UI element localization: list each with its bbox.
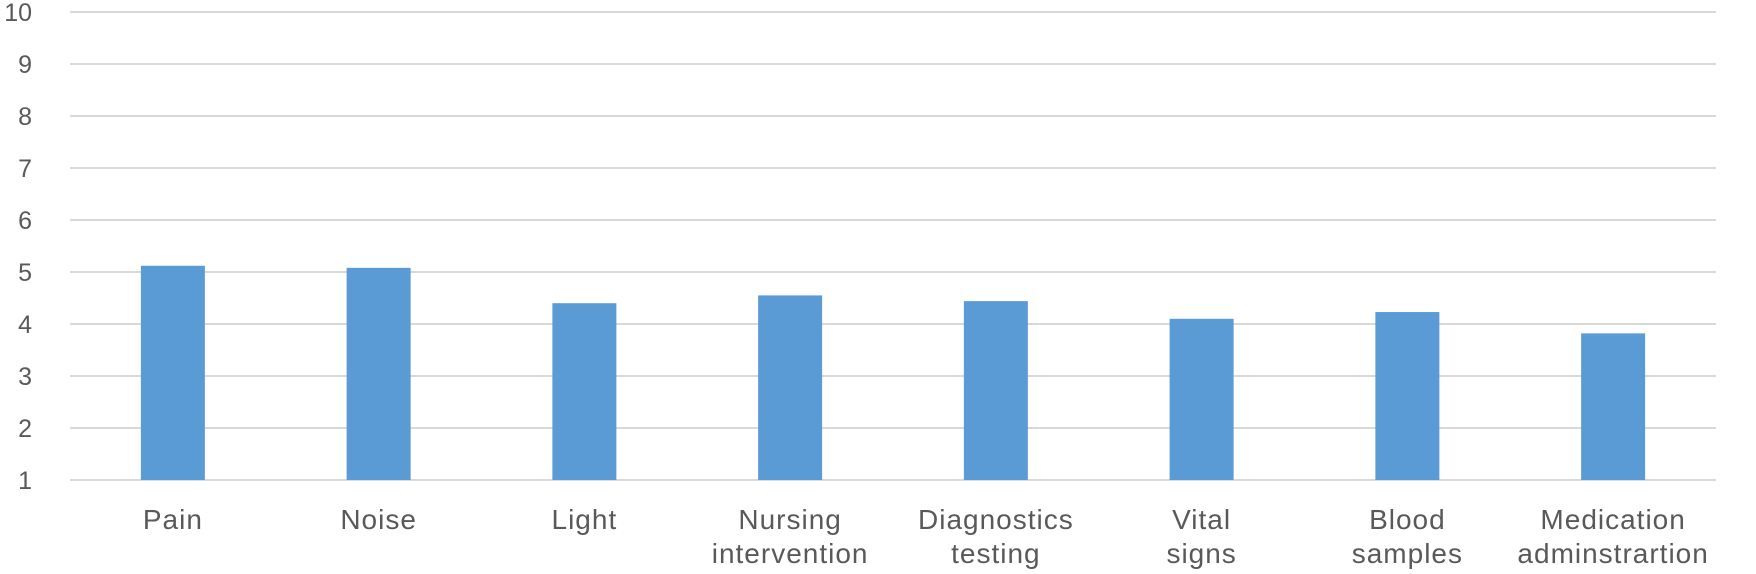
x-category-label-line: Blood bbox=[1369, 504, 1446, 535]
x-category-label-line: Light bbox=[552, 504, 618, 535]
y-tick-label: 8 bbox=[18, 103, 32, 131]
bar-6 bbox=[1375, 312, 1440, 480]
x-category-label-line: samples bbox=[1352, 538, 1463, 569]
x-axis-category-labels: Pain Noise Light Nursing intervention Diagnos… bbox=[143, 504, 1708, 569]
bar-1 bbox=[346, 267, 411, 480]
x-category-label-line: Vital bbox=[1172, 504, 1231, 535]
x-category-label: Blood samples bbox=[1352, 504, 1463, 569]
x-category-label-line: intervention bbox=[712, 538, 869, 569]
x-category-label-line: signs bbox=[1166, 538, 1236, 569]
x-category-label-line: Pain bbox=[143, 504, 203, 535]
x-category-label: Vital signs bbox=[1166, 504, 1236, 569]
x-category-label-line: Nursing bbox=[738, 504, 841, 535]
bar-2 bbox=[552, 303, 617, 480]
x-category-label: Medication adminstrartion bbox=[1517, 504, 1708, 569]
x-category-label: Noise bbox=[340, 504, 417, 535]
y-tick-label: 6 bbox=[18, 207, 32, 235]
x-category-label-line: testing bbox=[951, 538, 1041, 569]
y-tick-label: 4 bbox=[18, 311, 32, 339]
x-category-label-line: Medication bbox=[1540, 504, 1685, 535]
y-tick-label: 9 bbox=[18, 51, 32, 79]
x-category-label-line: Diagnostics bbox=[918, 504, 1074, 535]
gridlines bbox=[70, 11, 1716, 481]
bar-0 bbox=[140, 265, 205, 480]
y-axis-tick-labels: 1 2 3 4 5 6 7 8 9 10 bbox=[4, 0, 32, 495]
y-tick-label: 1 bbox=[18, 467, 32, 495]
y-tick-label: 10 bbox=[4, 0, 32, 27]
bar-3 bbox=[758, 295, 823, 480]
bar-4 bbox=[963, 301, 1028, 480]
x-category-label: Nursing intervention bbox=[712, 504, 869, 569]
bar-7 bbox=[1581, 333, 1646, 480]
y-tick-label: 7 bbox=[18, 155, 32, 183]
y-tick-label: 2 bbox=[18, 415, 32, 443]
x-category-label: Diagnostics testing bbox=[918, 504, 1074, 569]
y-tick-label: 3 bbox=[18, 363, 32, 391]
x-category-label-line: Noise bbox=[340, 504, 417, 535]
x-category-label-line: adminstrartion bbox=[1517, 538, 1708, 569]
x-category-label: Pain bbox=[143, 504, 203, 535]
x-category-label: Light bbox=[552, 504, 618, 535]
bars bbox=[140, 265, 1646, 480]
bar-5 bbox=[1169, 318, 1234, 480]
y-tick-label: 5 bbox=[18, 259, 32, 287]
